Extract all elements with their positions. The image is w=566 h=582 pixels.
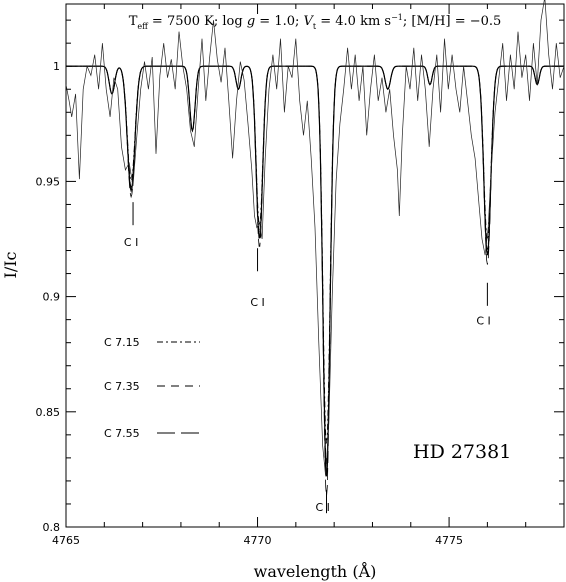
y-tick-label: 0.8 [43,521,61,534]
y-tick-label: 0.95 [36,175,61,188]
synthetic-c735 [66,65,564,465]
legend-label: C 7.55 [104,427,140,440]
chart-title: Teff = 7500 K; log g = 1.0; Vt = 4.0 km … [129,13,502,31]
axis-ticks: 4765 4770 4775 0.8 0.85 0.9 0.95 1 [36,4,565,547]
star-label: HD 27381 [413,441,511,463]
title-teff-val: = 7500 K; log [148,14,247,29]
plot-frame [65,3,565,528]
line-label-ci: C I [250,296,264,309]
title-vt-val: = 4.0 km s [316,14,391,29]
title-vt-sub: t [313,22,317,31]
title-g-val: = 1.0; [255,14,303,29]
observed-spectrum [65,0,565,477]
synthetic-c755 [66,65,564,497]
line-markers: C I C I C I C I [124,202,491,514]
y-tick-label: 0.9 [43,291,61,304]
title-vt: V [304,14,315,29]
x-tick-label: 4775 [435,534,463,547]
legend: C 7.15 C 7.35 C 7.55 [104,336,200,440]
x-tick-label: 4765 [52,534,80,547]
legend-label: C 7.15 [104,336,140,349]
title-teff-sub: eff [137,22,149,31]
y-tick-label: 0.85 [36,406,61,419]
synthetic-spectra [66,65,564,497]
legend-label: C 7.35 [104,380,140,393]
title-teff: T [129,14,138,29]
synthetic-solid [66,65,564,477]
y-axis-label: I/Ic [1,251,20,278]
title-mh: ; [M/H] = −0.5 [403,14,501,29]
line-label-ci: C I [124,236,138,249]
line-label-ci: C I [476,314,490,327]
x-tick-label: 4770 [244,534,272,547]
line-label-ci: C I [315,501,329,514]
x-axis-label: wavelength (Å) [254,561,377,581]
synthetic-c715 [66,65,564,444]
observed-line [65,0,565,477]
title-g: g [247,14,255,29]
y-tick-label: 1 [53,60,60,73]
title-vt-sup: −1 [391,13,403,22]
